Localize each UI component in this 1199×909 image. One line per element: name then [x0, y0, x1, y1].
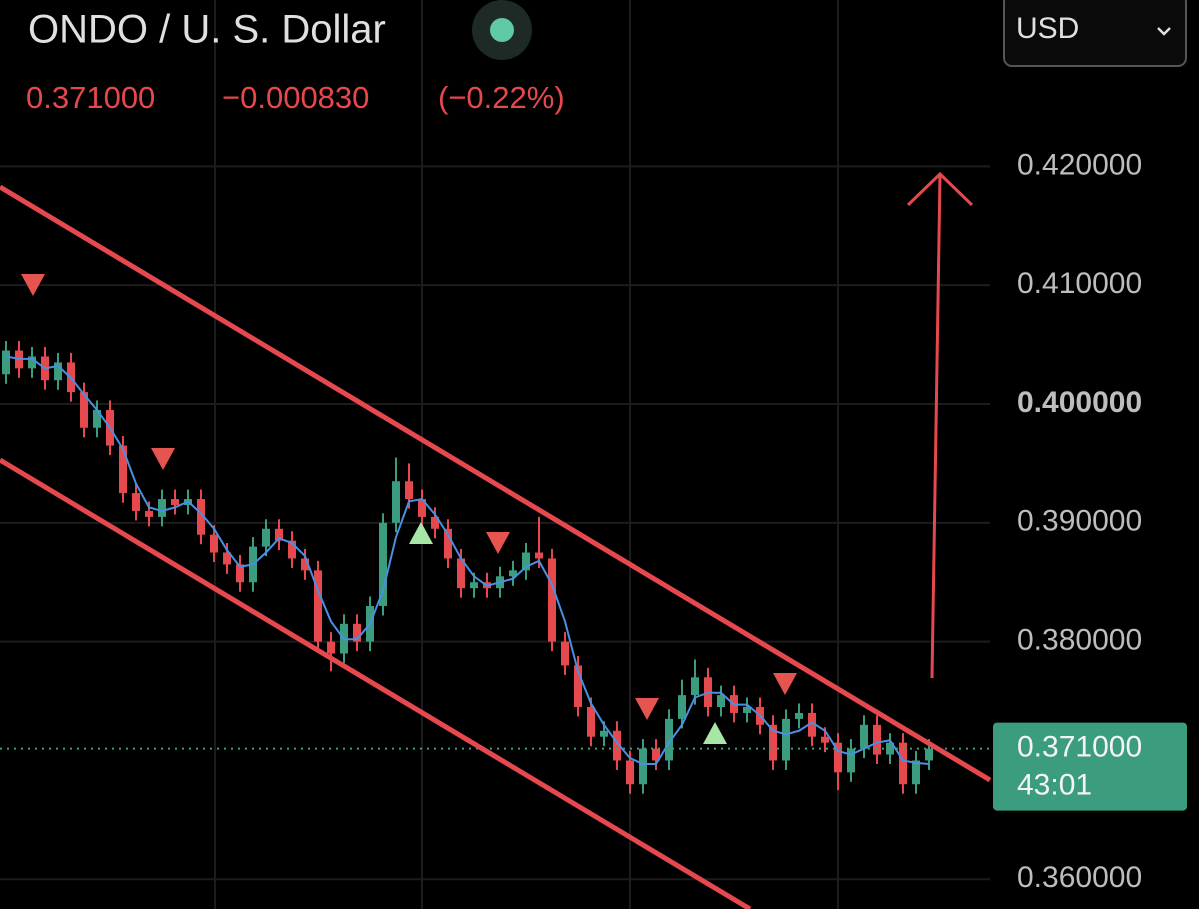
- plot: [0, 341, 990, 794]
- candle-body: [925, 748, 933, 761]
- candle-body: [522, 552, 530, 571]
- candle-body: [834, 742, 842, 773]
- candle-body: [561, 641, 569, 666]
- y-tick-label: 0.390000: [1017, 505, 1142, 538]
- last-price-label: 0.371000: [1017, 731, 1142, 764]
- channel: [0, 184, 992, 909]
- candle-body: [405, 481, 413, 500]
- y-tick-label: 0.360000: [1017, 861, 1142, 894]
- candle-body: [2, 350, 10, 375]
- dropdown-caret[interactable]: [1157, 27, 1171, 36]
- candle-body: [678, 695, 686, 719]
- candle-body: [769, 724, 777, 761]
- header-price: 0.371000: [26, 80, 155, 115]
- candle-body: [444, 528, 452, 559]
- candle-body: [665, 718, 673, 761]
- candle-body: [353, 623, 361, 642]
- candle-body: [275, 528, 283, 541]
- candle-body: [795, 712, 803, 719]
- candle-body: [392, 481, 400, 523]
- candle-body: [223, 552, 231, 565]
- candle-body: [457, 558, 465, 589]
- channel-lower: [0, 457, 752, 909]
- header-change-percent: (−0.22%): [438, 80, 565, 115]
- currency-label[interactable]: USD: [1016, 12, 1079, 45]
- header-change: −0.000830: [222, 80, 369, 115]
- buy-signals: [409, 522, 727, 744]
- candle-body: [873, 724, 881, 755]
- candle-body: [717, 695, 725, 707]
- candle-body: [782, 718, 790, 761]
- moving-average: [5, 355, 930, 766]
- candle-body: [691, 677, 699, 696]
- candle-body: [210, 534, 218, 553]
- candle-body: [418, 499, 426, 517]
- candle-body: [93, 409, 101, 428]
- candle-body: [145, 510, 153, 517]
- sell-signals: [21, 274, 797, 720]
- candle-body: [587, 707, 595, 737]
- candle-body: [80, 392, 88, 428]
- candle-body: [119, 445, 127, 494]
- candle-body: [236, 564, 244, 583]
- candle-body: [821, 736, 829, 743]
- candle-body: [574, 665, 582, 707]
- y-tick-label: 0.420000: [1017, 148, 1142, 181]
- last-price-badge: [993, 722, 1187, 811]
- candle-body: [626, 760, 634, 785]
- candle-body: [301, 558, 309, 571]
- candle-body: [743, 707, 751, 713]
- candle-body: [470, 582, 478, 589]
- candle-body: [860, 724, 868, 749]
- candle-body: [847, 748, 855, 773]
- chart-title: ONDO / U. S. Dollar: [28, 8, 386, 52]
- candle-body: [535, 552, 543, 559]
- candle-body: [379, 522, 387, 606]
- channel-upper: [0, 184, 992, 783]
- y-tick-label: 0.400000: [1017, 386, 1142, 419]
- candle-body: [509, 570, 517, 577]
- candle-body: [314, 570, 322, 642]
- candle-body: [158, 499, 166, 517]
- candle-body: [899, 742, 907, 785]
- y-axis: 0.360000 0.380000 0.390000 0.400000 0.410000…: [993, 148, 1187, 894]
- candle-body: [197, 499, 205, 535]
- candle-body: [613, 730, 621, 761]
- candle-body: [54, 362, 62, 381]
- candle-body: [808, 712, 816, 737]
- status-dot: [490, 18, 514, 42]
- y-tick-label: 0.380000: [1017, 624, 1142, 657]
- candle-body: [132, 493, 140, 511]
- candle-body: [327, 641, 335, 654]
- y-tick-label: 0.410000: [1017, 267, 1142, 300]
- candle-body: [28, 356, 36, 369]
- candle-body: [912, 760, 920, 785]
- candle-body: [262, 528, 270, 547]
- candle-body: [288, 540, 296, 559]
- candle-body: [171, 499, 179, 505]
- currency-select[interactable]: [1003, 0, 1187, 67]
- candle-body: [431, 516, 439, 529]
- target-arrow: [906, 171, 974, 679]
- candle-body: [652, 748, 660, 761]
- candle-body: [548, 558, 556, 642]
- candle-body: [600, 730, 608, 737]
- countdown: 43:01: [1017, 769, 1092, 802]
- candle-body: [639, 748, 647, 785]
